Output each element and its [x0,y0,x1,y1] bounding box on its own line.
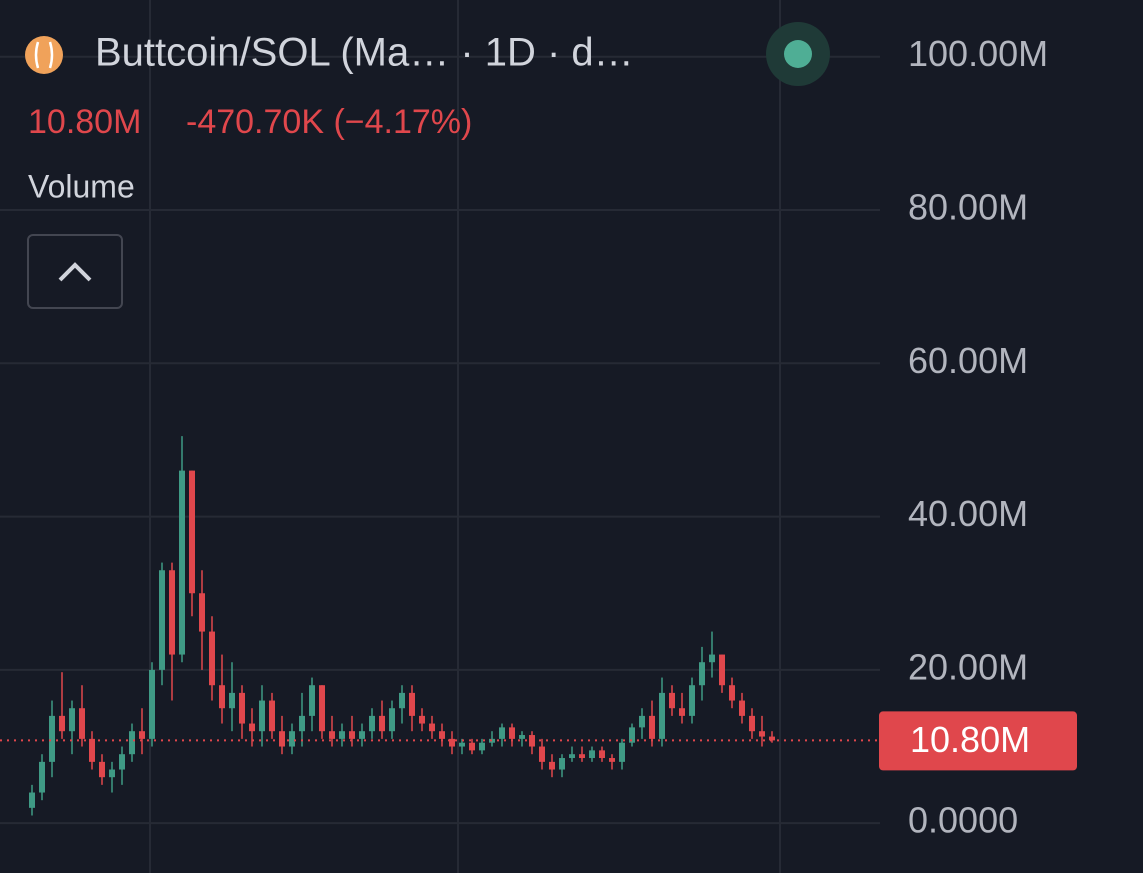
candle-body [559,758,565,770]
candle-body [679,708,685,716]
candle-body [99,761,105,778]
candle-body [499,727,505,739]
candle-body [609,758,615,762]
candle-body [439,731,445,739]
candle-body [219,685,225,709]
candle-body [519,735,525,739]
candle-body [169,570,175,655]
y-tick-label: 60.00M [908,340,1028,381]
candle-body [59,715,65,732]
candle-body [39,761,45,793]
candle-body [189,470,195,594]
candle-body [569,754,575,759]
candle-body [119,754,125,770]
candle-body [589,750,595,759]
candle-body [199,593,205,632]
candle-body [399,692,405,709]
candle-body [139,731,145,739]
candle-body [229,692,235,709]
candle-body [389,708,395,732]
candle-body [469,742,475,751]
candle-body [749,715,755,732]
candle-body [509,727,515,739]
candle-body [719,654,725,686]
candle-body [539,746,545,762]
candle-body [279,731,285,747]
candle-body [599,750,605,759]
candle-body [759,731,765,737]
last-price-label: 10.80M [910,719,1030,760]
candle-body [129,731,135,755]
candle-body [29,792,35,808]
candle-body [159,570,165,670]
candle-body [699,662,705,686]
candle-body [649,715,655,739]
token-icon [25,36,63,74]
change: -470.70K (−4.17%) [186,103,472,141]
indicator-name: Volume [28,168,135,204]
candle-body [329,731,335,739]
candle-body [619,742,625,762]
candle-body [149,669,155,739]
candle-body [379,715,385,732]
candle-body [209,631,215,686]
candle-body [269,700,275,732]
token-icon-glyph [34,41,54,69]
collapse-button[interactable] [27,234,123,309]
candle-body [319,685,325,732]
candle-body [769,736,775,741]
candle-body [409,692,415,716]
y-tick-label: 80.00M [908,187,1028,228]
candle-body [579,754,585,759]
candle-body [419,715,425,724]
candle-body [339,731,345,739]
candle-body [369,715,375,732]
candle-body [259,700,265,732]
candle-body [739,700,745,716]
candle-body [549,761,555,770]
y-tick-label: 40.00M [908,493,1028,534]
grid [0,55,880,825]
candle-body [639,715,645,728]
candle-body [659,692,665,739]
candle-body [49,715,55,762]
y-tick-label: 20.00M [908,646,1028,687]
candle-body [349,731,355,739]
candle-body [669,692,675,709]
candle-body [689,685,695,716]
candle-body [359,731,365,739]
candle-body [79,708,85,739]
candle-body [249,723,255,732]
candles [0,436,880,816]
candle-body [479,742,485,751]
last-price-box [879,711,1077,771]
candle-body [309,685,315,716]
candle-body [429,723,435,732]
candle-body [299,715,305,732]
candle-body [239,692,245,724]
candle-body [459,742,465,747]
candle-body [489,738,495,743]
last-value: 10.80M [28,103,141,141]
chevron-up [58,262,92,282]
candle-body [69,708,75,732]
candle-body [449,738,455,747]
candle-body [179,470,185,655]
candle-body [109,769,115,778]
status-dot[interactable] [784,40,812,68]
candle-body [709,654,715,663]
candle-body [629,727,635,743]
axis: 0.0000 20.00M 40.00M 60.00M 80.00M 100.00M 10.… [879,33,1077,841]
y-tick-label: 0.0000 [908,800,1018,841]
candle-body [729,685,735,701]
y-tick-label: 100.00M [908,33,1048,74]
candle-body [289,731,295,747]
candle-body [89,738,95,762]
chart-title: Buttcoin/SOL (Ma… · 1D · d… [95,31,634,75]
